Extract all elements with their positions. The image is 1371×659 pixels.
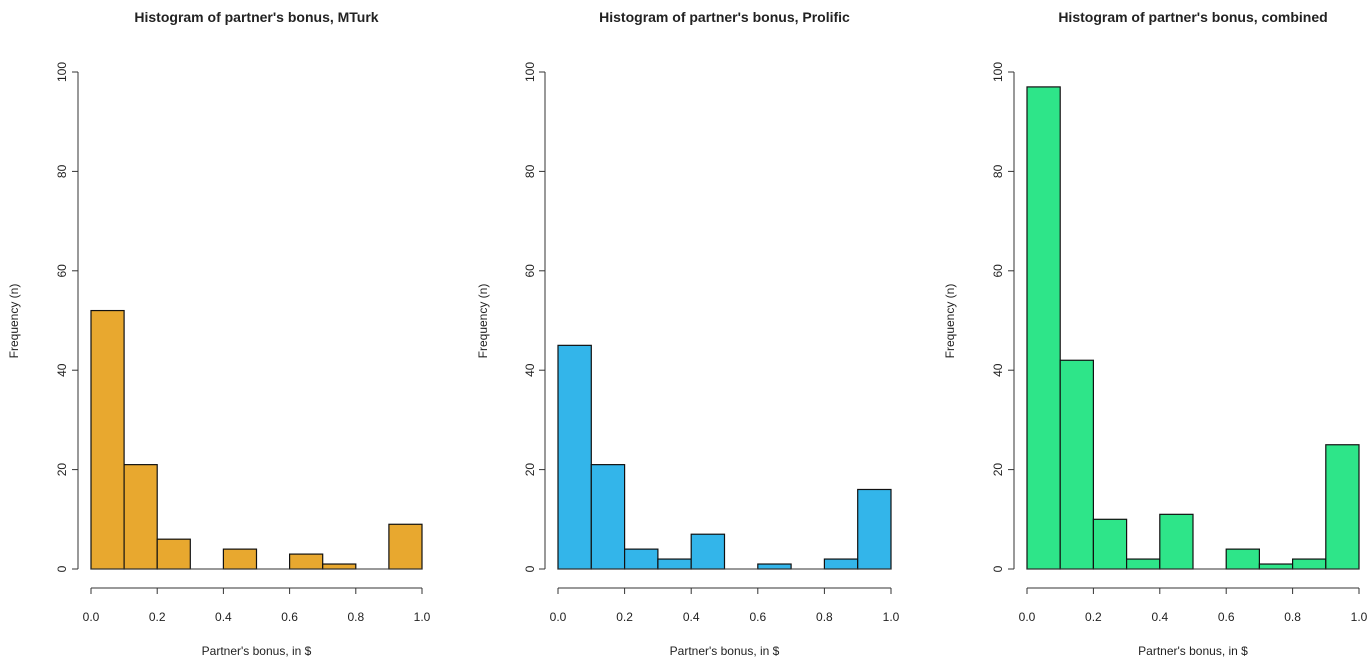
chart-title: Histogram of partner's bonus, combined [1058, 9, 1327, 25]
y-tick-label: 40 [523, 363, 537, 377]
y-tick-label: 100 [523, 62, 537, 82]
x-tick-label: 0.4 [683, 610, 700, 624]
histogram-bar [823, 558, 859, 570]
histogram-bar [1225, 548, 1260, 570]
x-tick-label: 0.2 [149, 610, 166, 624]
y-tick-label: 60 [991, 264, 1005, 278]
y-tick-label: 80 [55, 164, 69, 178]
histogram-bar [1291, 558, 1327, 570]
chart-title: Histogram of partner's bonus, Prolific [599, 9, 850, 25]
y-axis-label: Frequency (n) [476, 284, 490, 359]
x-axis-label: Partner's bonus, in $ [1138, 644, 1248, 658]
histogram-bar [757, 563, 792, 570]
y-tick-label: 100 [55, 62, 69, 82]
y-tick-label: 0 [991, 565, 1005, 572]
x-tick-label: 0.2 [1085, 610, 1102, 624]
x-tick-label: 1.0 [414, 610, 431, 624]
histogram-panel-2: Histogram of partner's bonus, Prolific 0.… [476, 9, 900, 658]
y-tick-label: 80 [991, 164, 1005, 178]
histogram-panel-3: Histogram of partner's bonus, combined 0.… [943, 9, 1368, 658]
histogram-panel-1: Histogram of partner's bonus, MTurk 0.0 0.… [7, 9, 431, 658]
x-tick-label: 0.0 [550, 610, 567, 624]
x-tick-label: 0.6 [1218, 610, 1235, 624]
histogram-bar [222, 548, 258, 570]
y-tick-label: 60 [523, 264, 537, 278]
y-tick-label: 0 [55, 565, 69, 572]
x-tick-label: 0.6 [281, 610, 298, 624]
x-tick-label: 0.4 [215, 610, 232, 624]
histogram-bar [1258, 563, 1294, 570]
x-tick-label: 0.4 [1151, 610, 1168, 624]
y-tick-label: 20 [991, 463, 1005, 477]
histogram-bar [156, 538, 191, 570]
x-tick-label: 0.8 [816, 610, 833, 624]
y-axis-label: Frequency (n) [943, 284, 957, 359]
histogram-bar [123, 464, 158, 570]
chart-title: Histogram of partner's bonus, MTurk [134, 9, 378, 25]
x-tick-label: 1.0 [883, 610, 900, 624]
histogram-bar [1125, 558, 1161, 570]
y-tick-label: 100 [991, 62, 1005, 82]
histogram-bar [1092, 518, 1128, 570]
x-tick-label: 0.8 [347, 610, 364, 624]
y-tick-label: 40 [55, 363, 69, 377]
histogram-bar [322, 563, 357, 570]
y-axis-label: Frequency (n) [7, 284, 21, 359]
histogram-bar [1026, 86, 1061, 570]
histogram-bar [1325, 444, 1360, 570]
histogram-bar [690, 533, 726, 570]
histogram-bar [388, 523, 423, 570]
histogram-bar [557, 344, 592, 570]
histogram-bar [90, 309, 125, 570]
x-tick-label: 0.8 [1284, 610, 1301, 624]
histogram-bar [1059, 359, 1094, 570]
x-tick-label: 0.0 [83, 610, 100, 624]
histogram-bar [857, 488, 892, 570]
histogram-bar [590, 464, 626, 570]
x-tick-label: 0.6 [749, 610, 766, 624]
histogram-bar [289, 553, 324, 570]
y-tick-label: 0 [523, 565, 537, 572]
x-axis-label: Partner's bonus, in $ [670, 644, 780, 658]
x-tick-label: 0.2 [616, 610, 633, 624]
histogram-bar [623, 548, 659, 570]
y-tick-label: 20 [523, 463, 537, 477]
y-tick-label: 40 [991, 363, 1005, 377]
y-tick-label: 20 [55, 463, 69, 477]
y-tick-label: 60 [55, 264, 69, 278]
x-tick-label: 0.0 [1019, 610, 1036, 624]
x-tick-label: 1.0 [1351, 610, 1368, 624]
x-axis-label: Partner's bonus, in $ [202, 644, 312, 658]
histogram-bar [657, 558, 692, 570]
y-tick-label: 80 [523, 164, 537, 178]
histogram-bar [1159, 513, 1194, 570]
